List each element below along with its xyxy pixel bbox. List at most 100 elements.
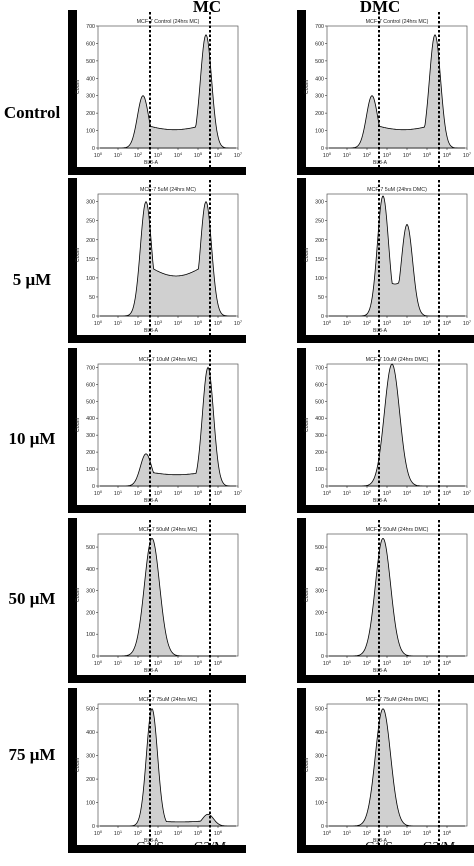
- row-label: 50 μM: [9, 589, 56, 608]
- y-axis-label: Count: [75, 79, 81, 94]
- x-axis-label: BL3-A: [144, 668, 159, 674]
- histogram-panel: MCF-7 10uM (24hrs MC)0100200300400500600…: [68, 348, 246, 513]
- y-tick-label: 300: [315, 433, 324, 439]
- y-tick-label: 300: [86, 589, 95, 595]
- x-tick-label: 100: [94, 489, 103, 497]
- x-tick-label: 104: [403, 829, 412, 837]
- panel-frame-bottom: [68, 505, 246, 513]
- histogram-area: [100, 707, 236, 827]
- x-tick-label: 103: [154, 829, 163, 837]
- x-tick-label: 105: [194, 489, 203, 497]
- x-tick-label: 106: [443, 829, 452, 837]
- x-tick-label: 101: [343, 151, 352, 159]
- y-axis-label: Count: [75, 417, 81, 432]
- y-tick-label: 300: [86, 754, 95, 760]
- plot-title: MCF-7 75uM (24hrs DMC): [366, 697, 429, 703]
- x-tick-label: 105: [194, 319, 203, 327]
- x-tick-label: 105: [423, 829, 432, 837]
- plot-title: MCF-7 5uM (24hrs DMC): [367, 187, 427, 193]
- y-tick-label: 200: [86, 610, 95, 616]
- y-tick-label: 200: [86, 111, 95, 117]
- y-tick-label: 0: [321, 146, 324, 152]
- histogram-panel: MCF-7 75uM (24hrs DMC)0100200300400500Co…: [297, 688, 474, 853]
- histogram-area: [329, 538, 465, 657]
- y-axis-label: Count: [304, 757, 310, 772]
- x-tick-label: 102: [363, 319, 372, 327]
- x-tick-label: 104: [174, 829, 183, 837]
- g2m-label: G2/M: [423, 839, 455, 854]
- y-tick-label: 100: [315, 129, 324, 135]
- panel-frame-bottom: [68, 335, 246, 343]
- y-axis-label: Count: [304, 417, 310, 432]
- y-tick-label: 100: [315, 467, 324, 473]
- x-tick-label: 100: [323, 151, 332, 159]
- panel-frame-bottom: [297, 845, 474, 853]
- plot-title: MCF-7 10uM (24hrs DMC): [366, 357, 429, 363]
- x-tick-label: 106: [443, 151, 452, 159]
- x-tick-label: 101: [114, 489, 123, 497]
- panel-frame-bottom: [297, 167, 474, 175]
- panel-frame-bottom: [297, 675, 474, 683]
- y-tick-label: 400: [315, 416, 324, 422]
- histogram-area: [329, 363, 465, 487]
- x-tick-label: 102: [363, 151, 372, 159]
- y-axis-label: Count: [75, 757, 81, 772]
- y-tick-label: 100: [315, 801, 324, 807]
- y-axis-label: Count: [304, 247, 310, 262]
- x-tick-label: 106: [214, 489, 223, 497]
- x-tick-label: 107: [234, 319, 243, 327]
- y-tick-label: 300: [315, 94, 324, 100]
- panel-frame-left: [297, 348, 306, 513]
- histogram-area: [329, 195, 465, 317]
- y-tick-label: 500: [86, 399, 95, 405]
- x-tick-label: 104: [403, 319, 412, 327]
- g2m-label: G2/M: [194, 839, 226, 854]
- panel-frame-bottom: [68, 167, 246, 175]
- y-tick-label: 150: [315, 257, 324, 263]
- x-tick-label: 103: [383, 659, 392, 667]
- y-tick-label: 700: [86, 24, 95, 30]
- panel-frame-bottom: [68, 675, 246, 683]
- histogram-panel: MCF-7 10uM (24hrs DMC)010020030040050060…: [297, 348, 474, 513]
- y-tick-label: 0: [321, 654, 324, 660]
- x-tick-label: 105: [423, 659, 432, 667]
- y-tick-label: 0: [321, 824, 324, 830]
- row-label: 5 μM: [13, 270, 51, 289]
- x-tick-label: 102: [134, 489, 143, 497]
- column-header-mc: MC: [193, 0, 221, 16]
- panel-frame-left: [68, 518, 77, 683]
- y-tick-label: 100: [86, 801, 95, 807]
- y-tick-label: 100: [315, 276, 324, 282]
- x-tick-label: 104: [403, 151, 412, 159]
- histogram-panel: MCF-7 50uM (24hrs MC)0100200300400500Cou…: [68, 518, 246, 683]
- panel-frame-left: [297, 10, 306, 175]
- y-tick-label: 0: [92, 484, 95, 490]
- y-tick-label: 700: [86, 365, 95, 371]
- y-axis-label: Count: [304, 79, 310, 94]
- x-axis-label: BL3-A: [373, 160, 388, 166]
- x-tick-label: 102: [134, 659, 143, 667]
- y-tick-label: 250: [86, 219, 95, 225]
- x-tick-label: 104: [174, 319, 183, 327]
- y-tick-label: 200: [315, 777, 324, 783]
- x-tick-label: 100: [94, 659, 103, 667]
- x-tick-label: 101: [114, 829, 123, 837]
- plot-area: [97, 533, 239, 657]
- x-tick-label: 103: [154, 151, 163, 159]
- x-tick-label: 103: [383, 489, 392, 497]
- row-label: 75 μM: [9, 745, 56, 764]
- x-tick-label: 100: [94, 319, 103, 327]
- plot-title: MCF-7 Control (24hrs MC): [366, 19, 429, 25]
- panel-frame-left: [297, 518, 306, 683]
- x-tick-label: 107: [234, 151, 243, 159]
- y-axis-label: Count: [75, 587, 81, 602]
- y-tick-label: 700: [315, 24, 324, 30]
- row-label: 10 μM: [9, 429, 56, 448]
- row-label: Control: [4, 103, 61, 122]
- y-tick-label: 500: [86, 59, 95, 65]
- y-tick-label: 50: [318, 295, 324, 301]
- x-axis-label: BL3-A: [373, 498, 388, 504]
- histogram-panel: MCF-7 50uM (24hrs DMC)0100200300400500Co…: [297, 518, 474, 683]
- y-tick-label: 500: [315, 707, 324, 713]
